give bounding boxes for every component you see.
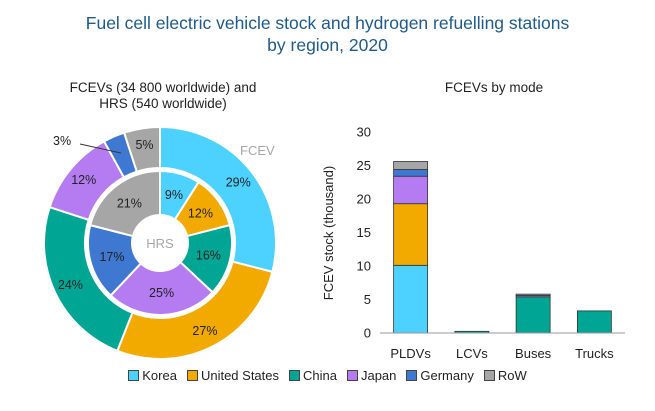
y-tick-label: 20: [357, 192, 371, 207]
donut-subtitle-line2: HRS (540 worldwide): [99, 96, 227, 111]
y-tick-label: 30: [357, 125, 371, 140]
legend-item: China: [289, 368, 337, 383]
x-tick-label: Trucks: [575, 346, 614, 361]
figure-title: Fuel cell electric vehicle stock and hyd…: [0, 12, 655, 56]
x-tick-label: LCVs: [456, 346, 488, 361]
bar-segment-pldvs-germany: [393, 169, 429, 177]
legend-label: Korea: [142, 368, 177, 383]
donut-chart: 29% 27% 24% 12% 5% 9% 12% 16% 25% 17% 21% 3%: [43, 125, 277, 360]
outer-ring-label: FCEV: [240, 143, 275, 158]
bar-segment-pldvs-korea: [393, 264, 429, 334]
figure-title-line1: Fuel cell electric vehicle stock and hyd…: [85, 13, 570, 33]
legend-swatch: [186, 370, 198, 381]
inner-slice-label: 12%: [188, 207, 213, 221]
inner-slice-label: 9%: [165, 188, 183, 202]
legend-item: RoW: [483, 368, 527, 383]
legend-swatch: [289, 370, 300, 381]
bar-segment-buses-china: [515, 296, 551, 334]
bar-chart-title: FCEVs by mode: [445, 80, 543, 95]
outer-slice-label-external: 3%: [53, 134, 71, 148]
legend-swatch: [346, 370, 358, 381]
figure-title-line2: by region, 2020: [267, 35, 388, 55]
inner-ring-label: HRS: [146, 236, 174, 251]
germany-leader-line: [79, 143, 122, 154]
outer-slice-row: [122, 125, 161, 173]
x-tick-label: Buses: [515, 346, 552, 361]
legend-swatch: [483, 370, 495, 381]
outer-slice-label: 29%: [226, 175, 251, 189]
legend-item: Korea: [128, 368, 177, 383]
inner-slice-label: 17%: [99, 250, 124, 264]
inner-slice-label: 16%: [196, 248, 221, 262]
bar-y-axis-label: FCEV stock (thousand): [321, 166, 336, 300]
y-tick-label: 0: [364, 326, 371, 341]
legend: Korea United States China Japan Germany RoW: [0, 368, 655, 383]
inner-slice-japan: [109, 260, 214, 316]
bar-segment-buses-row: [515, 293, 551, 296]
legend-item: Japan: [346, 368, 397, 383]
legend-item: Germany: [406, 368, 474, 383]
legend-swatch: [128, 370, 140, 381]
y-tick-label: 10: [357, 259, 371, 274]
bar-segment-pldvs-row: [393, 161, 429, 170]
outer-slice-korea: [159, 125, 277, 274]
legend-item: United States: [186, 368, 279, 383]
bar-segment-pldvs-united-states: [393, 203, 429, 266]
legend-label: Germany: [420, 368, 474, 383]
bar-segment-pldvs-japan: [393, 175, 429, 205]
legend-label: China: [303, 368, 337, 383]
outer-slice-label: 27%: [192, 324, 217, 338]
legend-label: Japan: [360, 368, 397, 383]
legend-swatch: [406, 370, 418, 381]
y-tick-label: 5: [364, 292, 371, 307]
donut-subtitle-line1: FCEVs (34 800 worldwide) and: [70, 80, 257, 95]
legend-label: United States: [200, 368, 279, 383]
x-tick-label: PLDVs: [390, 346, 431, 361]
outer-slice-label: 24%: [58, 278, 83, 292]
y-tick-label: 15: [357, 225, 371, 240]
bar-segment-trucks-china: [576, 310, 612, 334]
outer-slice-label: 5%: [135, 138, 153, 152]
legend-label: RoW: [497, 368, 527, 383]
bar-chart: 0 5 10 15 20 25 30 PLDVs LCVs Buses Trucks: [357, 125, 625, 361]
inner-slice-row: [89, 169, 161, 238]
outer-slice-label: 12%: [71, 173, 96, 187]
inner-slice-label: 21%: [117, 196, 142, 210]
y-tick-label: 25: [357, 158, 371, 173]
inner-slice-label: 25%: [149, 286, 174, 300]
